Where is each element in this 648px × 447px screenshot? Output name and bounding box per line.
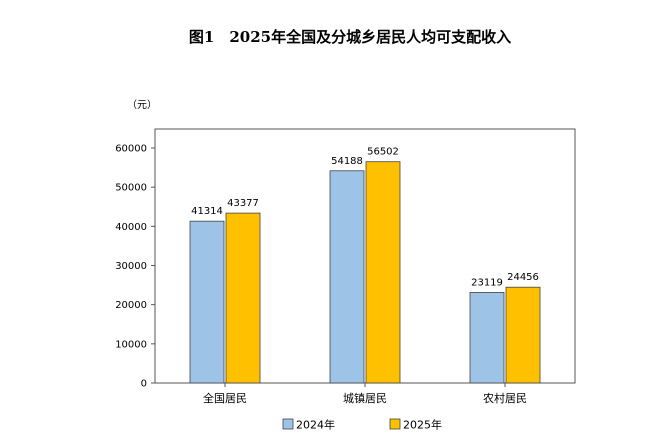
bar [505, 286, 541, 384]
bar-data-label: 24456 [507, 272, 539, 283]
y-axis-unit-label: （元） [127, 99, 157, 111]
bar [365, 161, 401, 384]
bar-data-label: 41314 [191, 206, 223, 217]
bar [189, 220, 225, 384]
bar-data-label: 23119 [471, 277, 503, 288]
legend: 2024年 2025年 [282, 418, 442, 432]
x-axis: 全国居民 城镇居民 农村居民 [203, 383, 527, 405]
y-tick-label: 50000 [115, 183, 147, 194]
y-tick-label: 10000 [115, 339, 147, 350]
x-category-label: 农村居民 [483, 391, 527, 405]
y-tick-label: 60000 [115, 144, 147, 155]
x-category-label: 全国居民 [203, 391, 247, 405]
bar-data-label: 54188 [331, 156, 363, 167]
legend-swatch [282, 418, 294, 430]
chart-title: 图1 2025年全国及分城乡居民人均可支配收入 [189, 28, 511, 46]
bar-series-group: 41314 43377 54188 56502 23119 24456 [189, 147, 541, 384]
bar [329, 170, 365, 384]
legend-label: 2025年 [403, 418, 442, 432]
bar [225, 212, 261, 384]
legend-swatch [389, 418, 401, 430]
y-axis: 0 10000 20000 30000 40000 50000 60000 [115, 144, 155, 390]
bar [469, 292, 505, 384]
bar-data-label: 43377 [227, 198, 259, 209]
y-tick-label: 40000 [115, 222, 147, 233]
bar-data-label: 56502 [367, 147, 399, 158]
y-tick-label: 0 [141, 379, 147, 390]
x-category-label: 城镇居民 [343, 391, 387, 405]
legend-label: 2024年 [296, 418, 335, 432]
y-tick-label: 20000 [115, 300, 147, 311]
y-tick-label: 30000 [115, 261, 147, 272]
